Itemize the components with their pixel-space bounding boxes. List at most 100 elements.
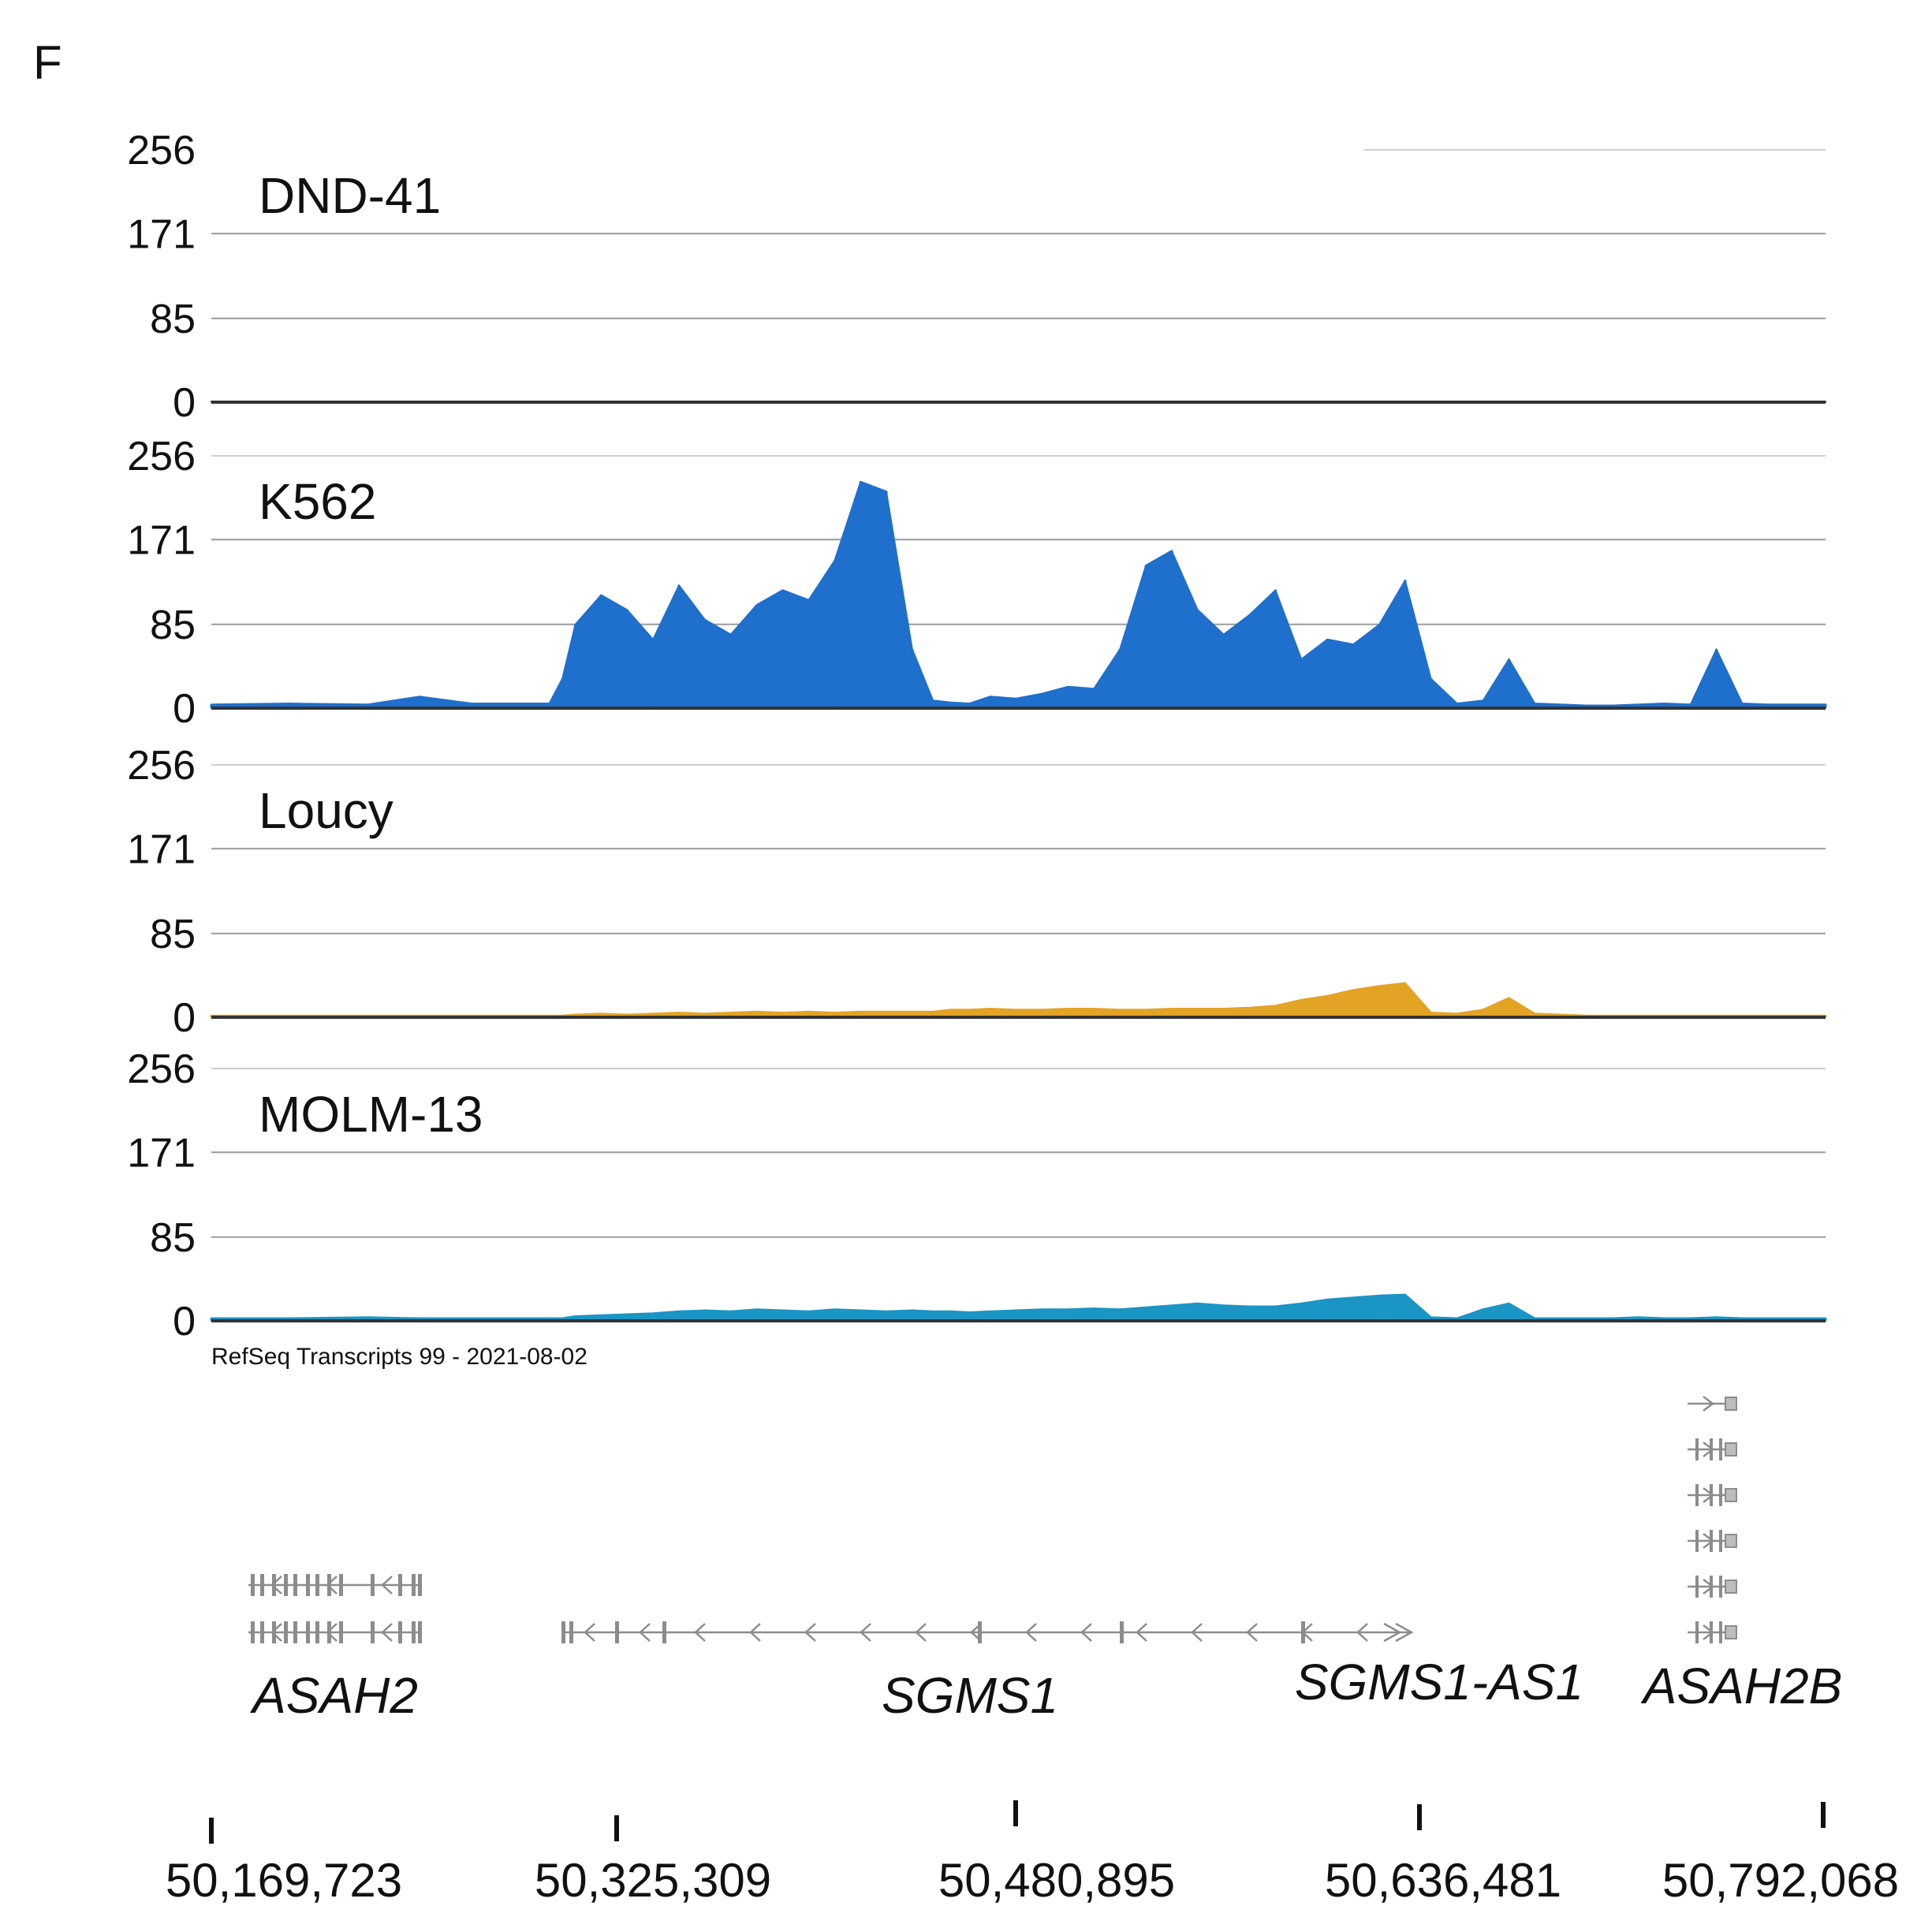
exon	[306, 1574, 310, 1596]
exon	[272, 1574, 276, 1596]
exon	[418, 1621, 422, 1643]
gene-asah2b	[1688, 1396, 1737, 1412]
strand-chevron	[639, 1623, 651, 1642]
exon	[315, 1574, 319, 1596]
exon	[306, 1621, 310, 1643]
exon	[1725, 1442, 1737, 1456]
y-tick-label: 85	[150, 912, 196, 957]
strand-chevron	[1356, 1623, 1368, 1642]
exon	[339, 1574, 343, 1596]
exon	[412, 1574, 416, 1596]
exon	[1725, 1488, 1737, 1502]
exon	[371, 1574, 375, 1596]
exon	[284, 1574, 288, 1596]
gene-asah2	[248, 1574, 422, 1596]
coordinate-label: 50,480,895	[938, 1854, 1175, 1907]
exon	[1695, 1484, 1699, 1506]
exon	[1695, 1576, 1699, 1598]
exon	[1695, 1438, 1699, 1460]
exon	[1719, 1438, 1722, 1460]
y-tick-label: 85	[150, 602, 196, 648]
exon	[978, 1621, 982, 1643]
exon	[1301, 1621, 1305, 1643]
coordinate-label: 50,636,481	[1325, 1854, 1561, 1907]
exon	[1120, 1621, 1124, 1643]
strand-chevron	[694, 1623, 706, 1642]
y-tick-label: 171	[127, 1130, 196, 1176]
y-tick-label: 256	[127, 434, 196, 479]
strand-chevron	[381, 1623, 393, 1642]
strand-chevron	[804, 1623, 816, 1642]
exon	[561, 1621, 565, 1643]
strand-chevron	[1246, 1623, 1258, 1642]
signal-area-loucy	[211, 982, 1826, 1018]
y-tick-label: 0	[173, 995, 196, 1041]
exon	[1695, 1621, 1699, 1643]
strand-chevron	[749, 1623, 761, 1642]
coordinate-axis: 50,169,723 50,325,309 50,480,895 50,636,481…	[166, 1800, 1899, 1907]
track-dnd-41: 256 171 85 0 DND-41	[127, 128, 1827, 426]
signal-tracks: 256 171 85 0 DND-41 256 171 85 0 K562 256 171 85 0 Lou…	[127, 128, 1827, 1345]
y-tick-label: 256	[127, 1046, 196, 1092]
exon	[1710, 1530, 1713, 1552]
exon	[1710, 1576, 1713, 1598]
exon	[1710, 1621, 1713, 1643]
exon	[293, 1574, 297, 1596]
track-label: Loucy	[259, 782, 393, 839]
gene-sgms1	[561, 1621, 1412, 1643]
gene-label-asah2b: ASAH2B	[1640, 1658, 1843, 1714]
y-tick-label: 0	[173, 686, 196, 732]
exon	[339, 1621, 343, 1643]
y-tick-label: 171	[127, 517, 196, 563]
exon	[327, 1574, 331, 1596]
strand-chevron	[860, 1623, 871, 1642]
y-tick-label: 171	[127, 211, 196, 257]
track-k562: 256 171 85 0 K562	[127, 434, 1827, 732]
track-label: K562	[259, 473, 376, 530]
strand-chevron	[1703, 1396, 1715, 1412]
track-label: DND-41	[259, 167, 441, 224]
exon	[1725, 1625, 1737, 1639]
gene-asah2	[248, 1621, 422, 1643]
exon	[327, 1621, 331, 1643]
gene-models: ASAH2 SGMS1 SGMS1-AS1 ASAH2B	[248, 1396, 1843, 1724]
gene-sgms1-as1	[1383, 1622, 1414, 1643]
strand-chevron	[1191, 1623, 1203, 1642]
gene-asah2b	[1688, 1530, 1737, 1552]
panel-label: F	[33, 36, 62, 89]
coordinate-label: 50,792,068	[1662, 1854, 1899, 1907]
strand-chevron	[1080, 1623, 1092, 1642]
exon	[272, 1621, 276, 1643]
y-tick-label: 0	[173, 1299, 196, 1345]
exon	[1719, 1530, 1722, 1552]
exon	[418, 1574, 422, 1596]
gene-asah2b	[1688, 1576, 1737, 1598]
signal-area-k562	[211, 480, 1826, 709]
strand-chevron	[1383, 1622, 1402, 1643]
exon	[251, 1574, 255, 1596]
gene-asah2b	[1688, 1621, 1737, 1643]
y-tick-label: 256	[127, 128, 196, 173]
y-tick-label: 256	[127, 743, 196, 789]
strand-chevron	[1136, 1623, 1147, 1642]
exon	[1719, 1484, 1722, 1506]
coordinate-label: 50,325,309	[535, 1854, 771, 1907]
exon	[1725, 1580, 1737, 1594]
strand-chevron	[1025, 1623, 1037, 1642]
strand-chevron	[381, 1576, 393, 1594]
exon	[1725, 1534, 1737, 1548]
exon	[615, 1621, 619, 1643]
exon	[315, 1621, 319, 1643]
y-tick-label: 171	[127, 826, 196, 872]
track-molm-13: 256 171 85 0 MOLM-13	[127, 1046, 1827, 1345]
exon	[1725, 1397, 1737, 1411]
exon	[284, 1621, 288, 1643]
gene-label-sgms1: SGMS1	[882, 1667, 1058, 1724]
signal-area-molm-13	[211, 1293, 1826, 1322]
y-tick-label: 85	[150, 297, 196, 342]
exon	[398, 1574, 402, 1596]
gene-label-sgms1-as1: SGMS1-AS1	[1295, 1654, 1583, 1710]
strand-chevron	[584, 1623, 595, 1642]
gene-asah2b	[1688, 1484, 1737, 1506]
